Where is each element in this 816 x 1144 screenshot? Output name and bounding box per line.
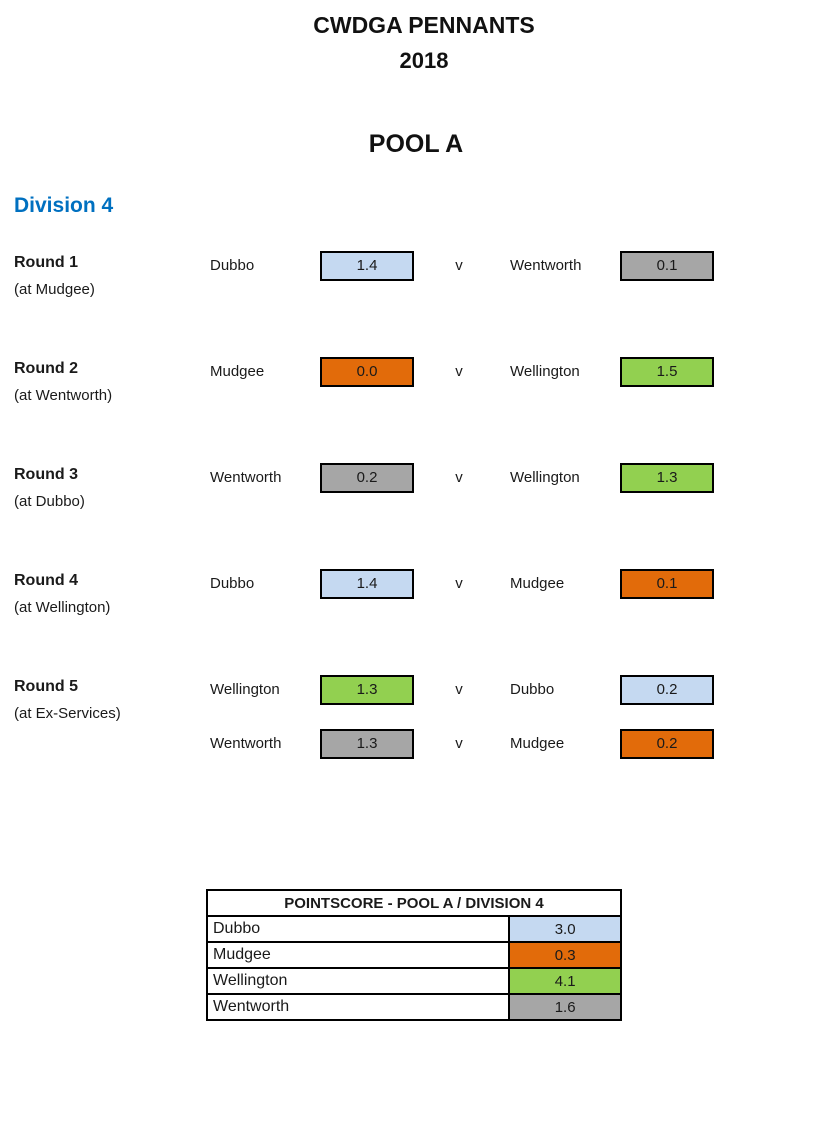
- home-team-name: Mudgee: [210, 363, 265, 380]
- pointscore-title: POINTSCORE - POOL A / DIVISION 4: [206, 889, 622, 917]
- match-row: Wentworth 0.2 v Wellington 1.3: [0, 463, 816, 493]
- home-team-score-box: 1.3: [320, 729, 414, 759]
- pointscore-row: Wentworth 1.6: [205, 993, 622, 1021]
- away-team-score-box: 0.1: [620, 569, 714, 599]
- home-team-score-box: 0.0: [320, 357, 414, 387]
- pointscore-section: POINTSCORE - POOL A / DIVISION 4 Dubbo 3…: [205, 889, 622, 1021]
- away-team-score-box: 0.1: [620, 251, 714, 281]
- pointscore-header-row: POINTSCORE - POOL A / DIVISION 4: [206, 889, 622, 917]
- match-row: Dubbo 1.4 v Wentworth 0.1: [0, 251, 816, 281]
- away-team-name: Mudgee: [510, 575, 565, 592]
- match-row: Dubbo 1.4 v Mudgee 0.1: [0, 569, 816, 599]
- pool-title: POOL A: [368, 130, 464, 158]
- round-venue: (at Wentworth): [14, 387, 113, 404]
- away-team-score-box: 1.5: [620, 357, 714, 387]
- home-team-score-box: 1.4: [320, 569, 414, 599]
- title-line-2: 2018: [399, 48, 449, 73]
- home-team-name: Dubbo: [210, 257, 255, 274]
- match-row: Wellington 1.3 v Dubbo 0.2: [0, 675, 816, 705]
- pointscore-team-name: Wellington: [205, 967, 511, 995]
- round-label: Round 3: [14, 466, 78, 483]
- versus-label: v: [455, 735, 463, 752]
- pointscore-row: Mudgee 0.3: [205, 941, 622, 969]
- home-team-name: Wentworth: [210, 735, 282, 752]
- home-team-score-box: 0.2: [320, 463, 414, 493]
- home-team-name: Wentworth: [210, 469, 282, 486]
- away-team-name: Mudgee: [510, 735, 565, 752]
- pointscore-team-score: 0.3: [508, 941, 622, 969]
- round-venue: (at Mudgee): [14, 281, 95, 298]
- title-line-1: CWDGA PENNANTS: [313, 12, 535, 38]
- home-team-score-box: 1.4: [320, 251, 414, 281]
- versus-label: v: [455, 257, 463, 274]
- round-label: Round 1: [14, 254, 78, 271]
- round-label: Round 4: [14, 572, 78, 589]
- away-team-score-box: 1.3: [620, 463, 714, 493]
- round-venue: (at Dubbo): [14, 493, 85, 510]
- home-team-score-box: 1.3: [320, 675, 414, 705]
- pointscore-row: Dubbo 3.0: [205, 915, 622, 943]
- away-team-name: Wellington: [510, 469, 580, 486]
- pointscore-row: Wellington 4.1: [205, 967, 622, 995]
- versus-label: v: [455, 469, 463, 486]
- away-team-name: Wellington: [510, 363, 580, 380]
- pointscore-team-score: 1.6: [508, 993, 622, 1021]
- versus-label: v: [455, 363, 463, 380]
- away-team-score-box: 0.2: [620, 729, 714, 759]
- pointscore-team-name: Dubbo: [205, 915, 511, 943]
- match-row: Mudgee 0.0 v Wellington 1.5: [0, 357, 816, 387]
- versus-label: v: [455, 681, 463, 698]
- away-team-name: Wentworth: [510, 257, 582, 274]
- pointscore-team-score: 3.0: [508, 915, 622, 943]
- pointscore-table: POINTSCORE - POOL A / DIVISION 4 Dubbo 3…: [205, 889, 622, 1021]
- away-team-name: Dubbo: [510, 681, 555, 698]
- pointscore-team-name: Wentworth: [205, 993, 511, 1021]
- home-team-name: Dubbo: [210, 575, 255, 592]
- round-label: Round 2: [14, 360, 78, 377]
- home-team-name: Wellington: [210, 681, 280, 698]
- round-venue: (at Wellington): [14, 599, 111, 616]
- away-team-score-box: 0.2: [620, 675, 714, 705]
- document-header: CWDGA PENNANTS 2018: [32, 12, 816, 74]
- round-venue: (at Ex-Services): [14, 705, 121, 722]
- pointscore-team-name: Mudgee: [205, 941, 511, 969]
- match-row: Wentworth 1.3 v Mudgee 0.2: [0, 729, 816, 759]
- division-title: Division 4: [14, 194, 114, 217]
- versus-label: v: [455, 575, 463, 592]
- pointscore-team-score: 4.1: [508, 967, 622, 995]
- round-label: Round 5: [14, 678, 78, 695]
